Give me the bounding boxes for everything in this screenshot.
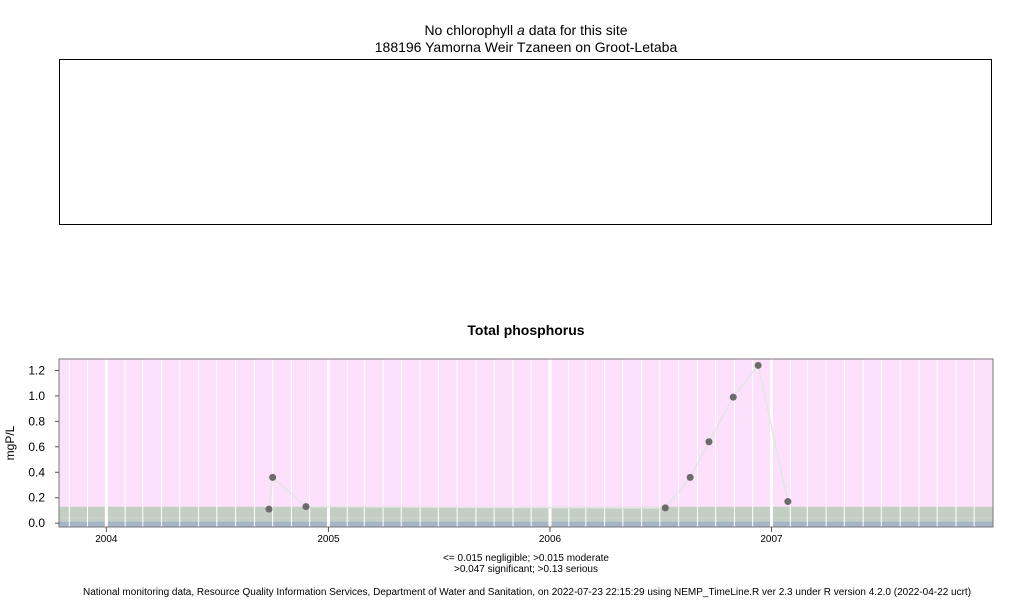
data-point xyxy=(302,503,310,511)
y-tick-label: 1.2 xyxy=(28,363,45,377)
chart-title: Total phosphorus xyxy=(467,322,585,338)
y-tick-label: 0.0 xyxy=(28,516,45,530)
y-tick-label: 0.8 xyxy=(28,414,45,428)
x-tick-label: 2007 xyxy=(760,534,783,545)
y-tick-label: 0.6 xyxy=(28,440,45,454)
y-tick-label: 0.4 xyxy=(28,465,45,479)
data-point xyxy=(784,498,792,506)
empty-chlorophyll-panel xyxy=(59,59,992,225)
no-data-title-suffix: data for this site xyxy=(524,22,628,38)
x-tick-label: 2005 xyxy=(317,534,340,545)
data-point xyxy=(269,473,277,481)
no-data-title-prefix: No chlorophyll xyxy=(424,22,518,38)
plot-border xyxy=(58,358,994,528)
y-axis-label: mgP/L xyxy=(3,425,17,460)
y-tick-label: 1.0 xyxy=(28,389,45,403)
x-tick-label: 2006 xyxy=(539,534,562,545)
no-data-title-italic: a xyxy=(517,22,525,38)
threshold-band-0 xyxy=(59,521,993,527)
y-tick-label: 0.2 xyxy=(28,491,45,505)
threshold-band-1 xyxy=(59,517,993,522)
data-point xyxy=(705,438,713,446)
x-tick-label: 2004 xyxy=(95,534,118,545)
threshold-legend-line1: <= 0.015 negligible; >0.015 moderate xyxy=(443,553,609,564)
site-title: 188196 Yamorna Weir Tzaneen on Groot-Let… xyxy=(374,39,678,55)
data-point xyxy=(754,361,762,369)
threshold-band-2 xyxy=(59,506,993,518)
data-point xyxy=(729,393,737,401)
data-point xyxy=(686,473,694,481)
data-point xyxy=(265,505,273,513)
no-data-title: No chlorophyll a data for this site xyxy=(0,22,1024,38)
total-phosphorus-chart: 0.0 0.2 0.4 0.6 0.8 1.0 1.2 mgP/L 2004 2005 2006 20… xyxy=(3,358,994,545)
data-point xyxy=(661,504,669,512)
threshold-band-3 xyxy=(59,359,993,507)
footer-source-note: National monitoring data, Resource Quali… xyxy=(82,587,972,598)
threshold-legend-line2: >0.047 significant; >0.13 serious xyxy=(454,564,598,575)
